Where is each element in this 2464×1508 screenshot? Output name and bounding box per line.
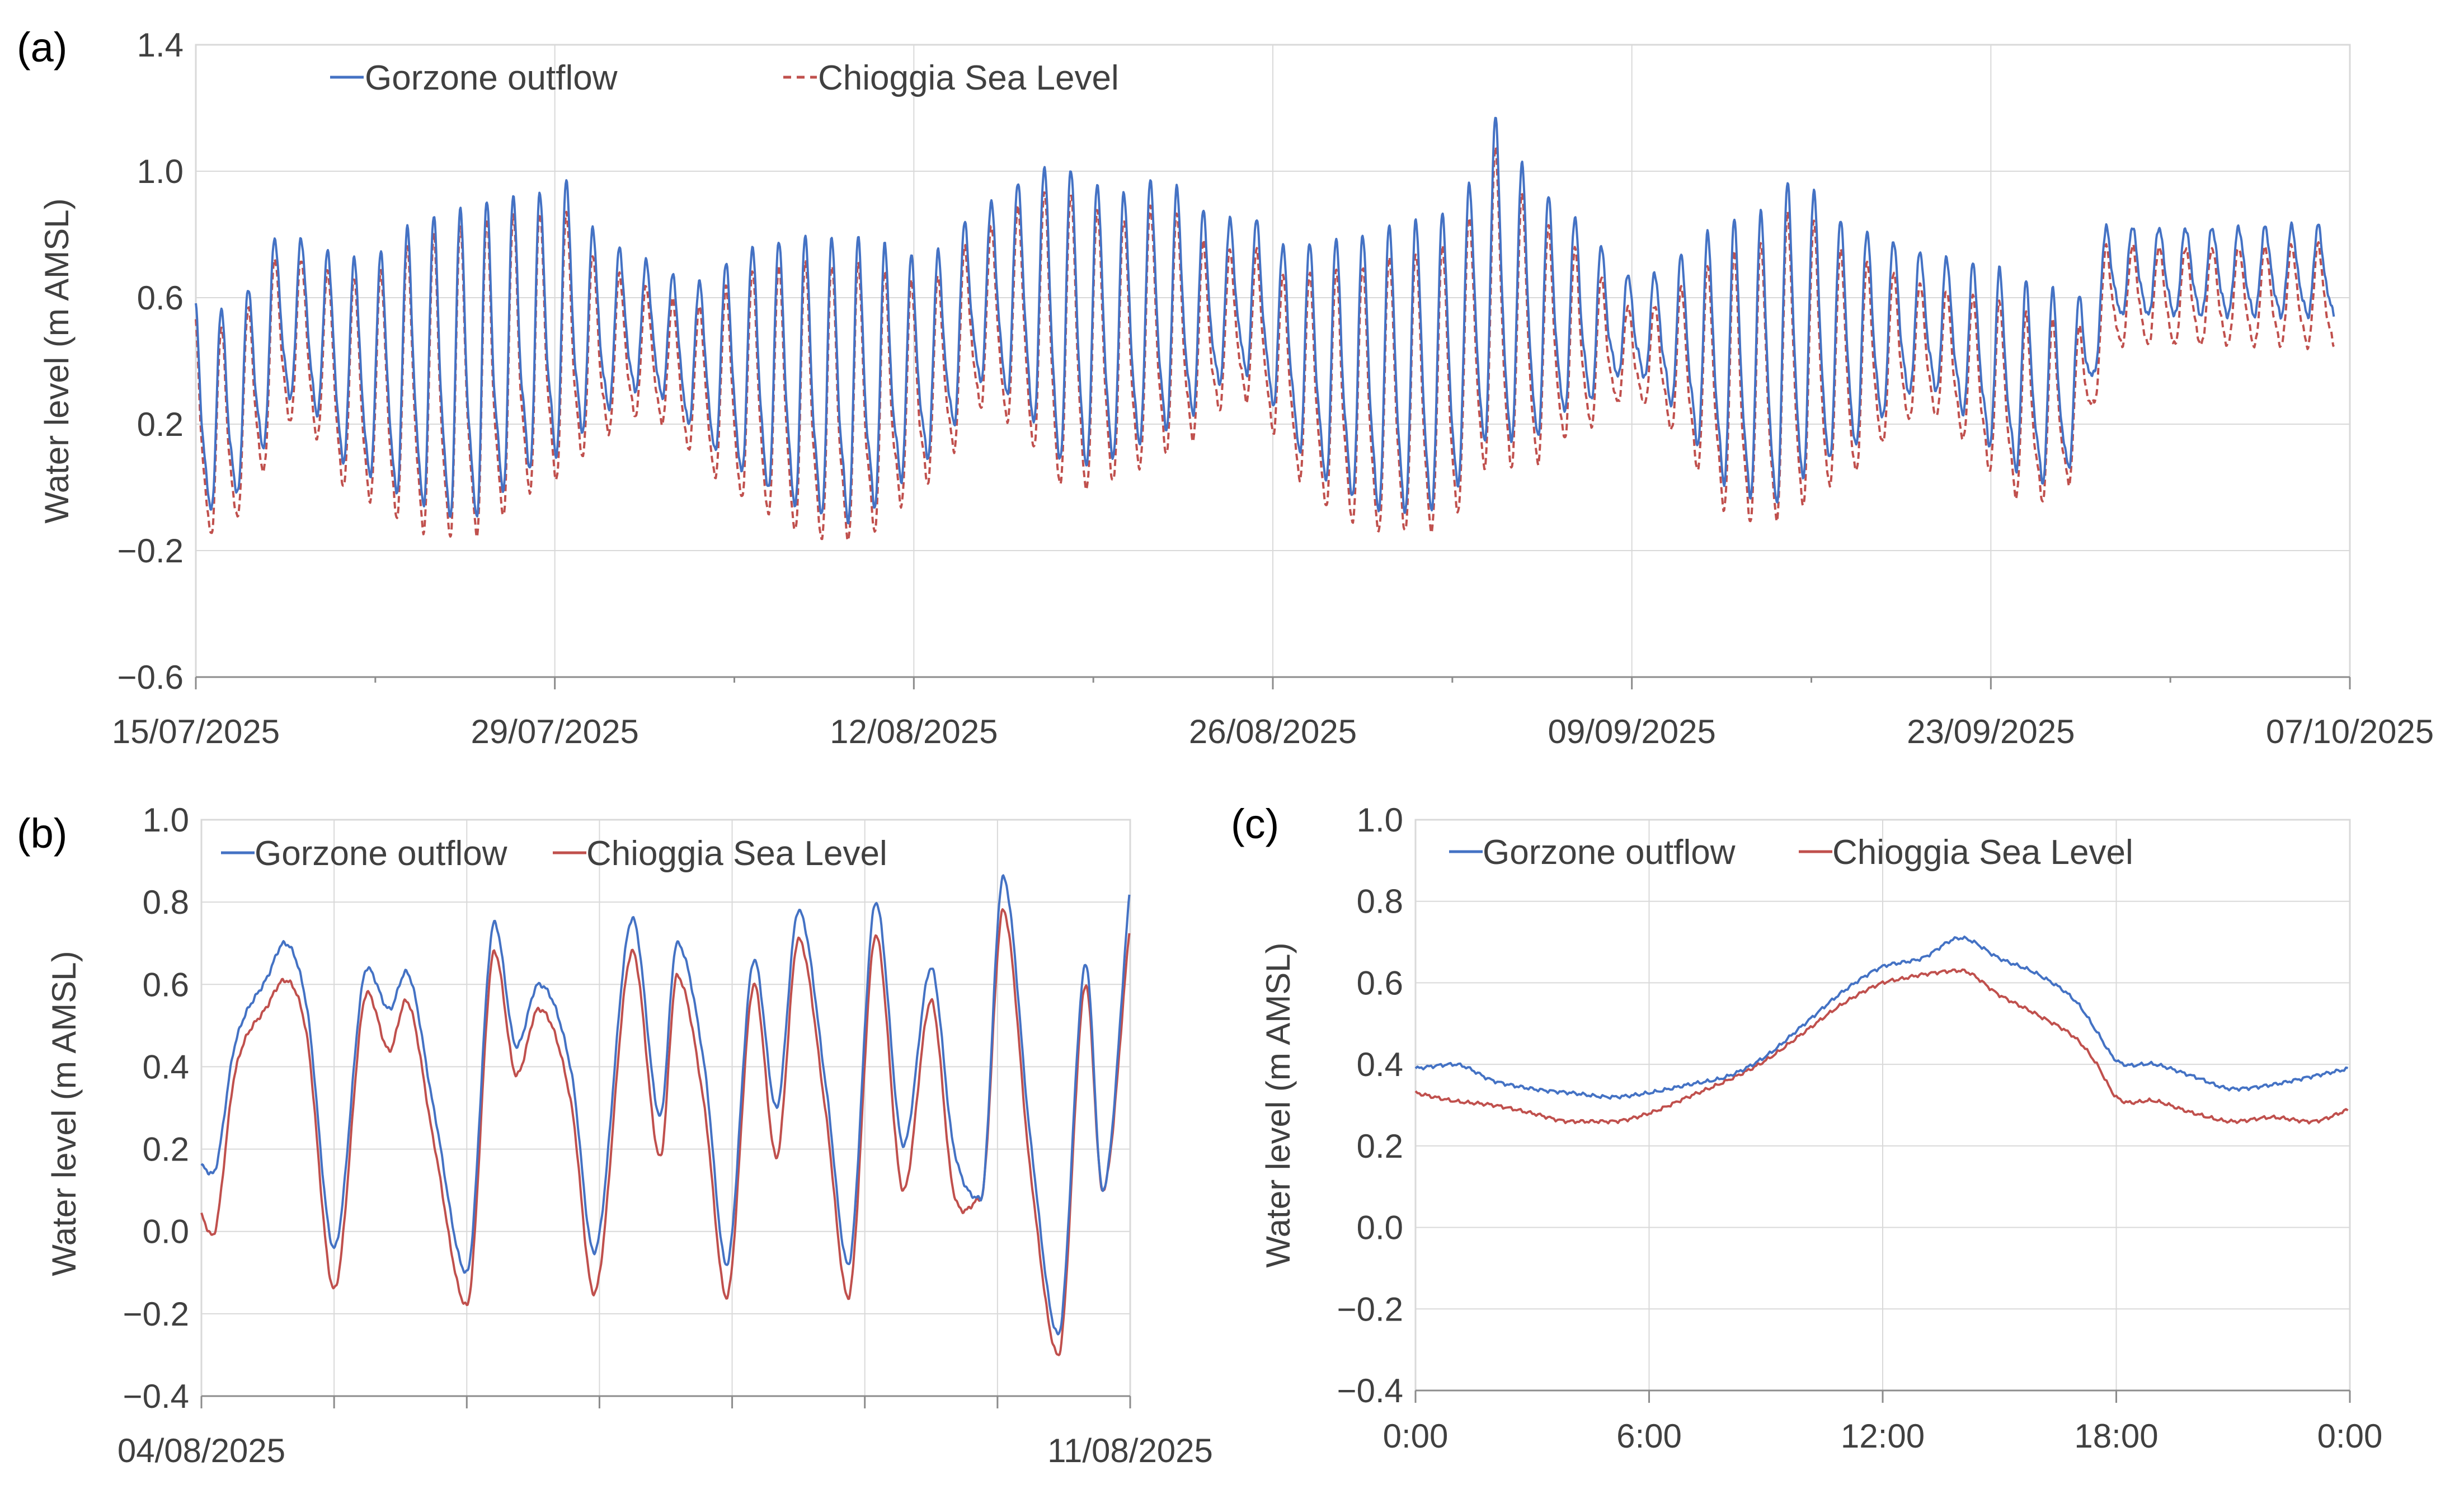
chart-c-y-tick-label: −0.4 — [1337, 1372, 1403, 1410]
chart-a-x-tick-label: 07/10/2025 — [2266, 713, 2434, 750]
chart-a-x-tick-label: 15/07/2025 — [112, 713, 280, 750]
chart-a-y-axis-title: Water level (m AMSL) — [38, 198, 76, 523]
panel-label-c: (c) — [1231, 801, 1279, 847]
chart-c-legend: Gorzone outflow Chioggia Sea Level — [1449, 833, 2133, 872]
chart-b-axes — [200, 1395, 1131, 1408]
chart-a-x-tick-labels: 15/07/2025 29/07/2025 12/08/2025 26/08/2025… — [112, 713, 2434, 750]
chart-b-series-gorzone — [200, 874, 1131, 1336]
chart-b-y-tick-label: −0.2 — [123, 1295, 189, 1333]
chart-c-y-tick-label: −0.2 — [1337, 1290, 1403, 1328]
chart-c-line-gorzone — [1414, 936, 2348, 1100]
chart-b-y-tick-label: 0.2 — [143, 1131, 189, 1168]
chart-a-y-tick-label: −0.2 — [117, 532, 184, 570]
chart-c-legend-label-gorzone: Gorzone outflow — [1483, 833, 1736, 872]
chart-c-x-tick-label: 6:00 — [1616, 1417, 1682, 1455]
chart-a-gridlines — [196, 44, 2350, 678]
chart-c-y-tick-label: 0.8 — [1357, 883, 1403, 920]
chart-c-series-gorzone — [1414, 936, 2348, 1100]
chart-c-x-tick-label: 0:00 — [2317, 1417, 2383, 1455]
chart-c-y-tick-label: 0.4 — [1357, 1046, 1403, 1083]
chart-a-line-gorzone — [195, 116, 2335, 525]
chart-c-y-tick-label: 0.0 — [1357, 1209, 1403, 1247]
chart-a-y-tick-label: 1.0 — [137, 153, 184, 190]
chart-a-legend-label-gorzone: Gorzone outflow — [365, 59, 618, 97]
chart-a: −0.6 −0.2 0.2 0.6 1.0 1.4 15/07/2025 29/07/202… — [38, 26, 2434, 750]
panel-label-a: (a) — [17, 24, 67, 71]
chart-b-y-tick-label: 1.0 — [143, 801, 189, 839]
chart-b-legend-label-chioggia: Chioggia Sea Level — [586, 834, 887, 873]
chart-c-x-tick-label: 12:00 — [1841, 1417, 1925, 1455]
chart-a-axes — [195, 676, 2351, 689]
chart-b-legend-label-gorzone: Gorzone outflow — [255, 834, 507, 873]
chart-a-y-tick-labels: −0.6 −0.2 0.2 0.6 1.0 1.4 — [117, 26, 184, 696]
panel-label-b: (b) — [17, 810, 67, 857]
chart-a-x-tick-label: 29/07/2025 — [471, 713, 639, 750]
chart-b-line-chioggia — [200, 908, 1131, 1356]
chart-c: −0.4 −0.2 0.0 0.2 0.4 0.6 0.8 1.0 0:00 6:00 12:00… — [1259, 801, 2382, 1455]
chart-c-series-chioggia — [1414, 968, 2349, 1125]
chart-b-y-tick-labels: −0.4 −0.2 0.0 0.2 0.4 0.6 0.8 1.0 — [123, 801, 189, 1415]
chart-b-y-tick-label: 0.6 — [143, 966, 189, 1003]
chart-c-y-tick-labels: −0.4 −0.2 0.0 0.2 0.4 0.6 0.8 1.0 — [1337, 801, 1403, 1410]
chart-b-x-tick-labels: 04/08/2025 11/08/2025 — [117, 1432, 1213, 1469]
chart-b-y-axis-title: Water level (m AMSL) — [45, 951, 83, 1276]
chart-c-y-tick-label: 0.2 — [1357, 1128, 1403, 1165]
chart-a-x-tick-label: 09/09/2025 — [1548, 713, 1716, 750]
chart-b-series-chioggia — [200, 908, 1131, 1356]
chart-a-y-tick-label: −0.6 — [117, 659, 184, 696]
chart-a-y-tick-label: 0.6 — [137, 279, 184, 317]
chart-c-y-tick-label: 1.0 — [1357, 801, 1403, 839]
chart-c-y-tick-label: 0.6 — [1357, 964, 1403, 1002]
chart-c-x-tick-labels: 0:00 6:00 12:00 18:00 0:00 — [1383, 1417, 2383, 1455]
chart-b-y-tick-label: 0.8 — [143, 884, 189, 921]
chart-c-legend-label-chioggia: Chioggia Sea Level — [1832, 833, 2133, 872]
chart-c-y-axis-title: Water level (m AMSL) — [1259, 942, 1297, 1267]
chart-a-y-tick-label: 1.4 — [137, 26, 184, 64]
chart-a-line-chioggia — [195, 145, 2335, 542]
chart-b-legend: Gorzone outflow Chioggia Sea Level — [221, 834, 887, 873]
chart-b-line-gorzone — [200, 874, 1131, 1336]
chart-c-gridlines — [1416, 819, 2350, 1391]
chart-c-x-tick-label: 18:00 — [2074, 1417, 2158, 1455]
chart-a-y-tick-label: 0.2 — [137, 406, 184, 443]
chart-a-series-gorzone — [195, 116, 2335, 525]
chart-a-x-tick-label: 23/09/2025 — [1907, 713, 2075, 750]
chart-b-y-tick-label: 0.4 — [143, 1048, 189, 1086]
chart-b-x-tick-label: 11/08/2025 — [1047, 1432, 1213, 1469]
chart-a-series-chioggia — [195, 145, 2335, 542]
chart-a-x-tick-label: 26/08/2025 — [1189, 713, 1357, 750]
chart-a-legend-label-chioggia: Chioggia Sea Level — [818, 59, 1119, 97]
chart-a-legend: Gorzone outflow Chioggia Sea Level — [330, 59, 1119, 97]
chart-b-x-tick-label: 04/08/2025 — [117, 1432, 285, 1469]
chart-b-y-tick-label: 0.0 — [143, 1213, 189, 1251]
chart-c-x-tick-label: 0:00 — [1383, 1417, 1449, 1455]
chart-c-axes — [1414, 1389, 2351, 1403]
chart-c-line-chioggia — [1414, 968, 2349, 1125]
chart-b-y-tick-label: −0.4 — [123, 1378, 189, 1415]
chart-b: −0.4 −0.2 0.0 0.2 0.4 0.6 0.8 1.0 04/08/2025 11/… — [45, 801, 1213, 1469]
chart-a-x-tick-label: 12/08/2025 — [830, 713, 998, 750]
